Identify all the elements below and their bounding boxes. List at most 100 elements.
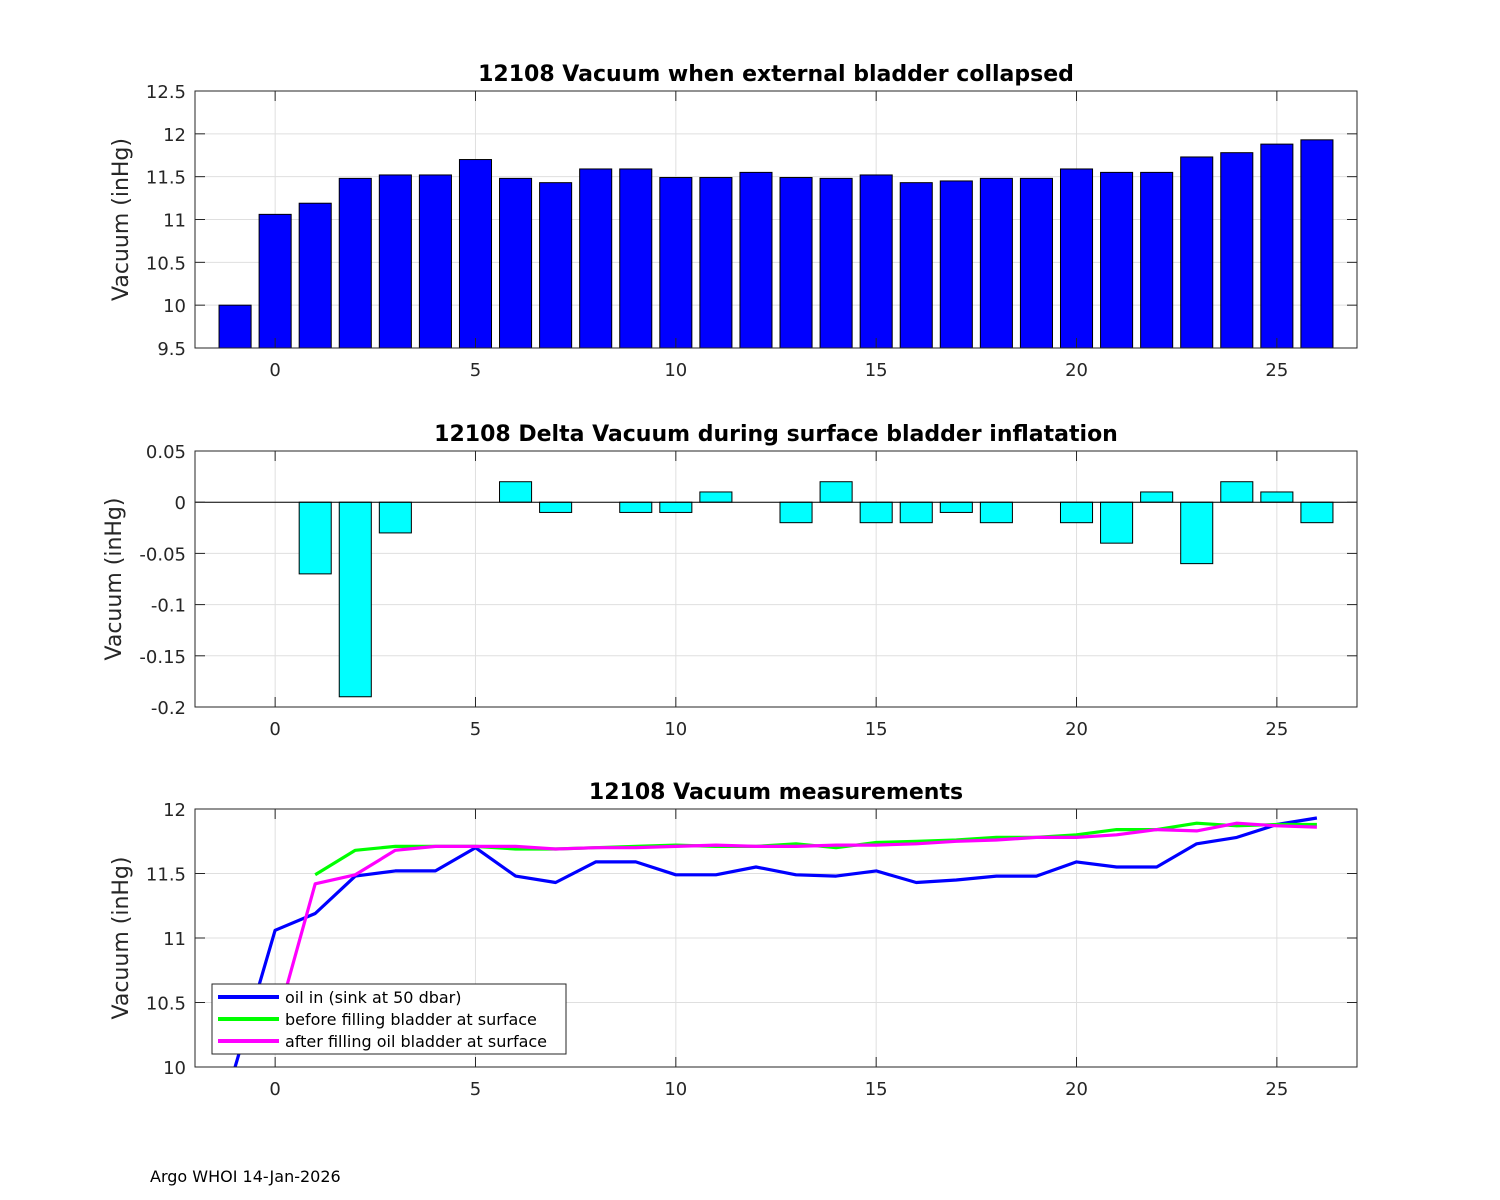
y-axis-label: Vacuum (inHg) — [109, 857, 134, 1020]
x-tick-label: 15 — [865, 360, 888, 381]
series-line-1 — [233, 816, 1318, 1067]
y-tick-label: -0.15 — [139, 647, 186, 668]
bar-7 — [539, 182, 573, 349]
bar-5 — [458, 159, 493, 349]
bar-6 — [499, 481, 533, 503]
chart-title: 12108 Delta Vacuum during surface bladde… — [434, 422, 1118, 447]
y-tick-label: 10 — [163, 1058, 186, 1079]
y-tick-label: 12.5 — [146, 82, 186, 103]
bar-20 — [1059, 168, 1094, 349]
bar-13 — [779, 177, 813, 349]
bar-9 — [619, 168, 653, 349]
bar-13 — [779, 501, 813, 524]
y-tick-label: 11 — [163, 929, 186, 950]
bar-7 — [539, 501, 573, 513]
x-tick-label: 15 — [865, 1079, 888, 1100]
chart-title: 12108 Vacuum measurements — [589, 780, 963, 805]
bar-10 — [659, 501, 693, 513]
bar-17 — [939, 501, 973, 513]
bar-15 — [859, 501, 893, 524]
chart-panel-1: 0 5 10 15 20 25 9.5 10 10.5 11 11.5 12 12.5 12108 Vac… — [109, 62, 1358, 381]
x-tick-label: 25 — [1265, 1079, 1288, 1100]
bar-17 — [939, 180, 973, 349]
y-tick-label: 12 — [163, 125, 186, 146]
footer-text: Argo WHOI 14-Jan-2026 — [150, 1167, 341, 1186]
axes-box — [194, 450, 1358, 708]
bar-21 — [1100, 171, 1134, 349]
x-tick-label: 0 — [269, 360, 280, 381]
bar-20 — [1059, 501, 1094, 524]
x-tick-label: 10 — [664, 1079, 687, 1100]
bar-19 — [1019, 177, 1053, 349]
bar-14 — [819, 481, 853, 503]
bar-11 — [699, 491, 733, 503]
x-tick-label: 25 — [1265, 360, 1288, 381]
bar-23 — [1180, 501, 1214, 565]
bar-2 — [338, 177, 372, 349]
bar-26 — [1300, 501, 1334, 524]
y-tick-label: 10.5 — [146, 994, 186, 1015]
bar-16 — [899, 501, 933, 524]
bar-22 — [1140, 491, 1174, 503]
x-tick-label: 15 — [865, 719, 888, 740]
bar-3 — [378, 501, 412, 534]
bar-26 — [1300, 139, 1334, 349]
bar-23 — [1180, 156, 1214, 349]
y-tick-label: 0 — [175, 493, 186, 514]
y-tick-label: 12 — [163, 800, 186, 821]
x-tick-label: 25 — [1265, 719, 1288, 740]
y-axis-label: Vacuum (inHg) — [102, 498, 127, 661]
y-tick-label: 11.5 — [146, 865, 186, 886]
bar-1 — [298, 501, 332, 575]
chart-panel-3: 0 5 10 15 20 25 10 10.5 11 11.5 12 12108 Vacuum mea… — [109, 780, 1358, 1100]
x-tick-label: 20 — [1065, 1079, 1088, 1100]
y-tick-label: 9.5 — [157, 339, 186, 360]
legend-entry: oil in (sink at 50 dbar) — [285, 988, 462, 1007]
bar-9 — [619, 501, 653, 513]
y-tick-label: -0.1 — [151, 596, 186, 617]
bar-0 — [258, 213, 292, 349]
bar-25 — [1260, 143, 1294, 349]
bar-1 — [298, 202, 332, 349]
bar-12 — [739, 171, 773, 349]
x-tick-label: 5 — [470, 360, 481, 381]
bar-22 — [1140, 171, 1174, 349]
y-tick-label: -0.05 — [139, 544, 186, 565]
x-tick-label: 20 — [1065, 360, 1088, 381]
bar-25 — [1260, 491, 1294, 503]
chart-panel-2: 0 5 10 15 20 25 -0.2 -0.15 -0.1 -0.05 0 0.05 12108 D… — [102, 422, 1358, 740]
x-tick-label: 5 — [470, 1079, 481, 1100]
x-tick-label: 10 — [664, 360, 687, 381]
x-tick-label: 20 — [1065, 719, 1088, 740]
bar-2 — [338, 501, 372, 698]
y-tick-label: -0.2 — [151, 698, 186, 719]
y-tick-label: 10.5 — [146, 253, 186, 274]
bar-8 — [579, 168, 613, 349]
bar-6 — [499, 177, 533, 349]
y-tick-label: 0.05 — [146, 442, 186, 463]
bar-14 — [819, 177, 853, 349]
bar-3 — [378, 174, 412, 349]
legend-entry: before filling bladder at surface — [285, 1010, 537, 1029]
y-tick-label: 11.5 — [146, 168, 186, 189]
bar-15 — [859, 174, 893, 349]
bar--1 — [218, 304, 252, 349]
x-tick-label: 0 — [269, 719, 280, 740]
x-tick-label: 0 — [269, 1079, 280, 1100]
legend-entry: after filling oil bladder at surface — [285, 1032, 547, 1051]
plots-container: 0 5 10 15 20 25 9.5 10 10.5 11 11.5 12 12.5 12108 Vac… — [102, 62, 1358, 1100]
y-axis-label: Vacuum (inHg) — [109, 138, 134, 301]
chart-title: 12108 Vacuum when external bladder colla… — [478, 62, 1074, 87]
bar-24 — [1220, 152, 1254, 349]
bar-16 — [899, 182, 933, 349]
bar-18 — [979, 501, 1013, 524]
x-tick-label: 5 — [470, 719, 481, 740]
bar-4 — [418, 174, 452, 349]
y-tick-label: 11 — [163, 211, 186, 232]
legend: oil in (sink at 50 dbar) before filling b… — [211, 983, 567, 1055]
series-line-3 — [273, 821, 1317, 1029]
bar-24 — [1220, 481, 1254, 503]
bar-21 — [1100, 501, 1134, 544]
y-tick-label: 10 — [163, 296, 186, 317]
